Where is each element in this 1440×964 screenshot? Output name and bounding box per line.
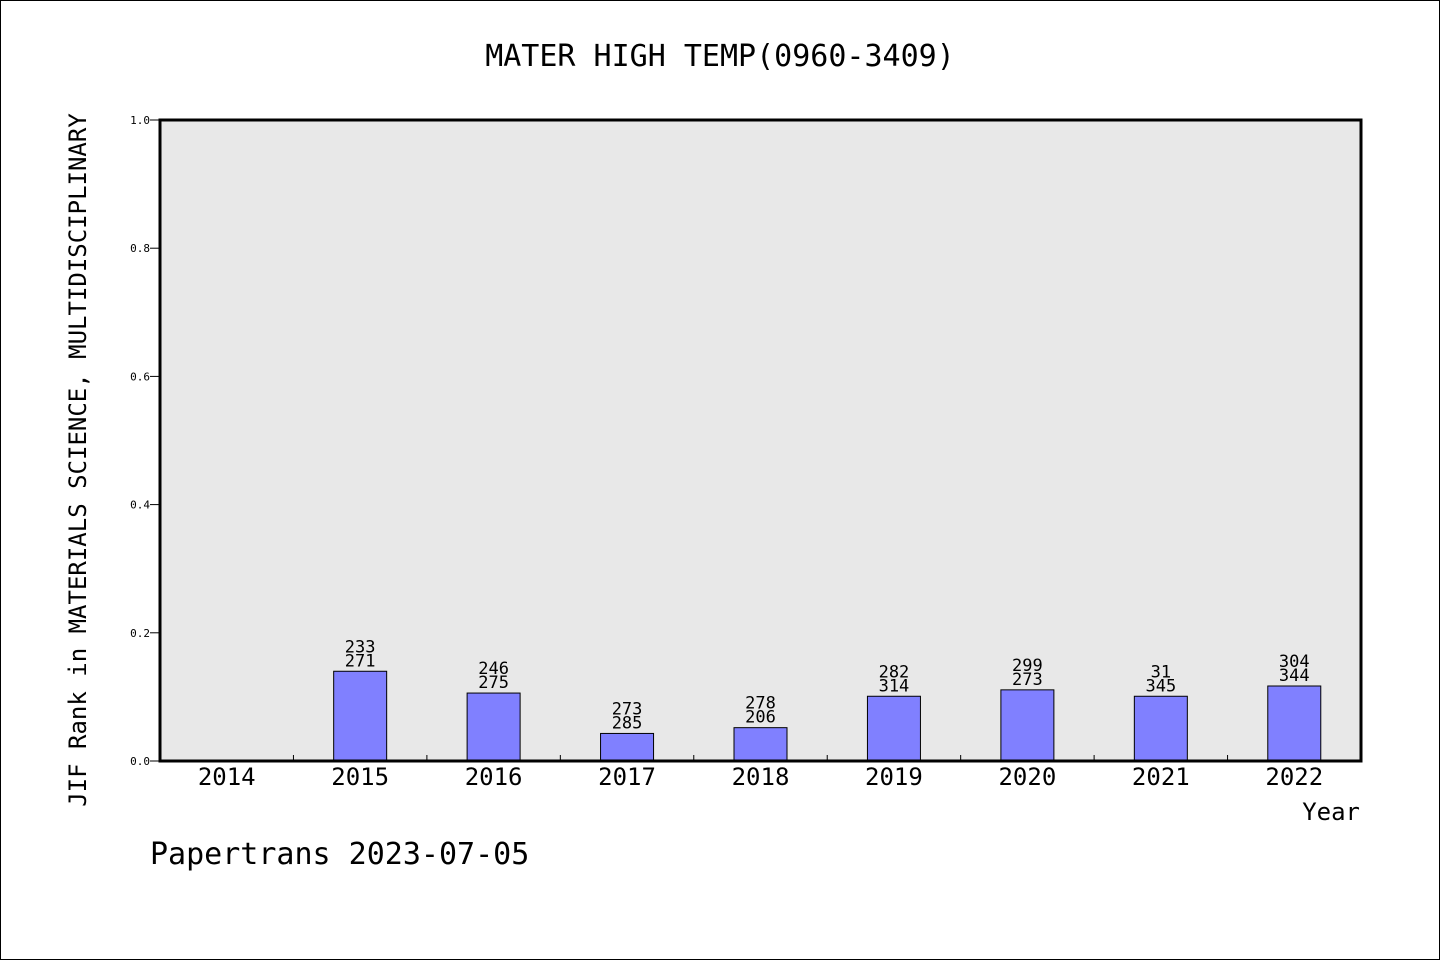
x-tick-label: 2014 <box>198 763 256 791</box>
chart-title: MATER HIGH TEMP(0960-3409) <box>485 39 955 74</box>
bar-label-total: 285 <box>612 713 643 733</box>
x-axis: 2014 2015 2016 2017 2018 2019 2020 2021 2022 <box>198 755 1323 791</box>
bar-label-total: 273 <box>1012 670 1043 690</box>
y-tick-label: 0.0 <box>130 755 150 768</box>
plot-frame <box>158 118 1363 763</box>
bar <box>733 727 788 762</box>
plot-area <box>158 118 1363 763</box>
bar-label-rank: 304 <box>1279 652 1310 672</box>
bar <box>333 670 388 762</box>
bar-label-rank: 278 <box>745 694 776 714</box>
bar <box>1267 685 1322 762</box>
y-tick-label: 0.4 <box>130 499 150 512</box>
y-tick-label: 0.8 <box>130 242 150 255</box>
x-tick-label: 2021 <box>1132 763 1190 791</box>
bar-label-rank: 31 <box>1151 662 1171 682</box>
bar-label-total: 344 <box>1279 666 1310 686</box>
bars <box>333 670 1322 762</box>
bar-label-rank: 246 <box>478 659 509 679</box>
bar-label-rank: 273 <box>612 699 643 719</box>
bar <box>866 695 921 762</box>
bar-label-rank: 282 <box>879 662 910 682</box>
y-tick-label: 1.0 <box>130 114 150 127</box>
x-tick-label: 2019 <box>865 763 923 791</box>
bar <box>1133 695 1188 762</box>
y-axis-label: JIF Rank in MATERIALS SCIENCE, MULTIDISC… <box>64 113 92 807</box>
bar-label-total: 314 <box>879 676 910 696</box>
x-tick-label: 2015 <box>331 763 389 791</box>
bar-label-total: 345 <box>1145 676 1176 696</box>
bar-label-total: 271 <box>345 651 376 671</box>
bar-label-rank: 233 <box>345 637 376 657</box>
bar-label-total: 275 <box>478 673 509 693</box>
x-tick-label: 2022 <box>1265 763 1323 791</box>
bar-label-rank: 299 <box>1012 656 1043 676</box>
x-tick-label: 2017 <box>598 763 656 791</box>
y-tick-label: 0.2 <box>130 627 150 640</box>
footer-text: Papertrans 2023-07-05 <box>150 837 529 872</box>
x-axis-label: Year <box>1302 798 1360 826</box>
x-tick-label: 2018 <box>732 763 790 791</box>
x-tick-label: 2020 <box>998 763 1056 791</box>
bar <box>600 732 655 762</box>
x-tick-label: 2016 <box>465 763 523 791</box>
bar <box>1000 689 1055 762</box>
y-tick-label: 0.6 <box>130 370 150 383</box>
bar <box>466 692 521 762</box>
y-axis: 0.0 0.2 0.4 0.6 0.8 1.0 <box>130 114 160 768</box>
bar-label-total: 206 <box>745 708 776 728</box>
